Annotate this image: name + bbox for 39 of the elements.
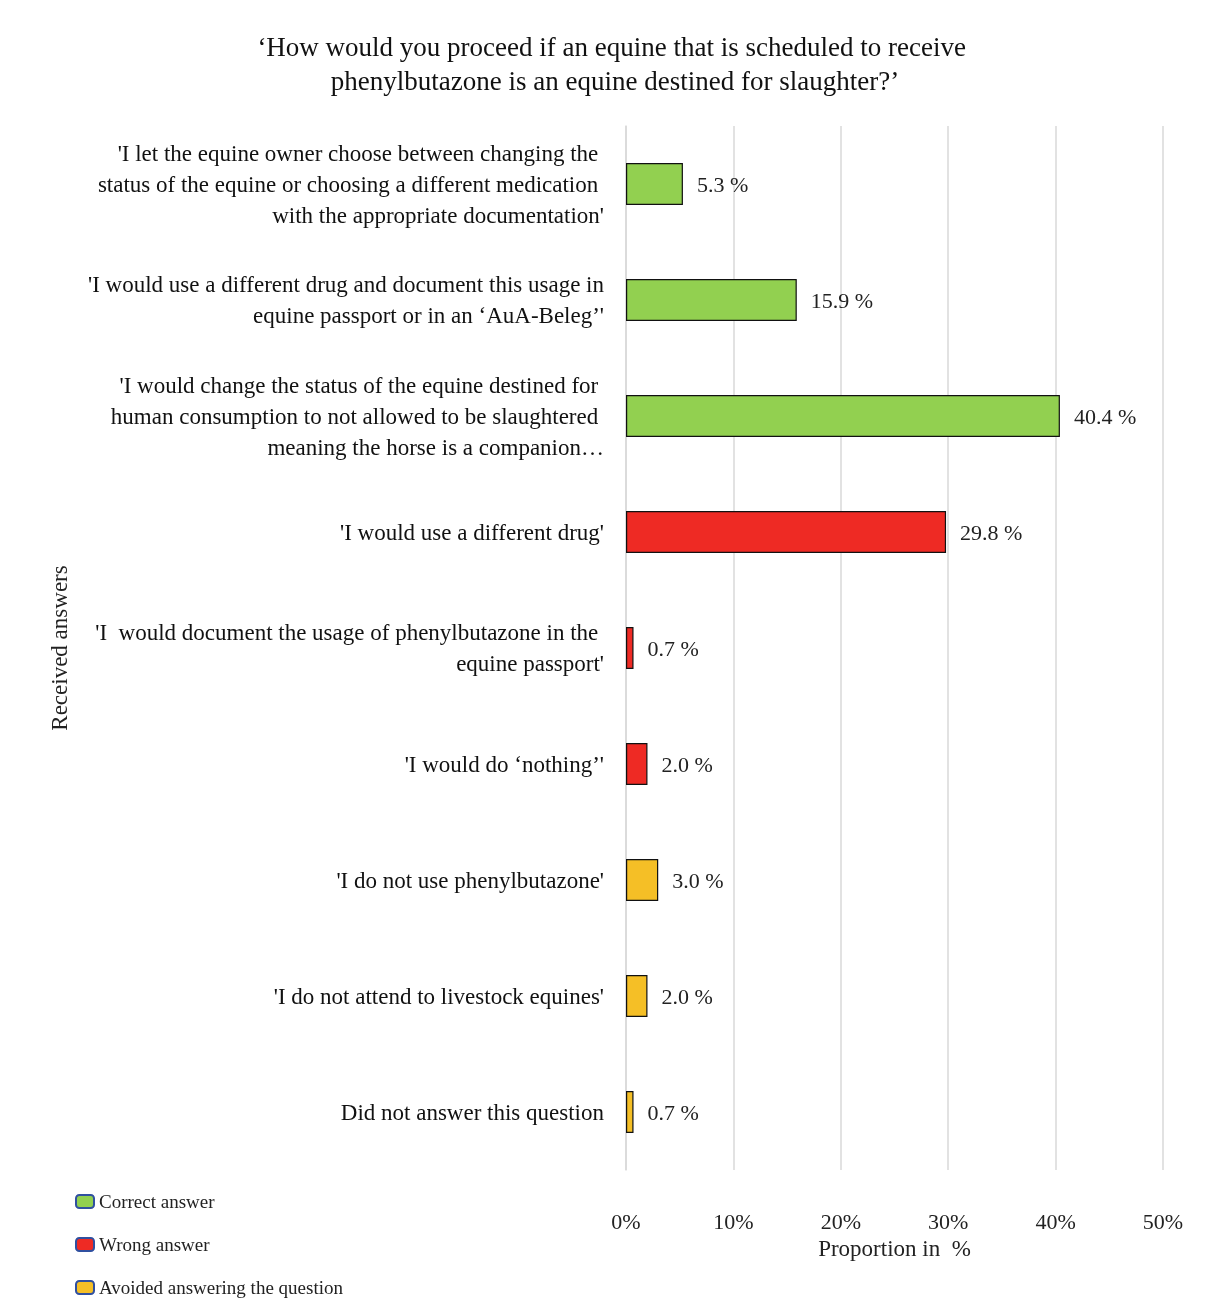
x-tick-label: 10% [713,1208,754,1234]
data-label: 40.4 % [1073,403,1137,429]
x-tick-label: 0% [611,1208,641,1234]
y-tick-label: 'I would do ‘nothing’' [404,751,604,777]
y-tick-label: 'I would document the usage of phenylbutazone in the equine passport' [95,620,604,676]
bar [626,1091,634,1133]
data-label: 3.0 % [672,867,724,893]
x-tick-label: 20% [820,1208,861,1234]
y-tick-label: Did not answer this question [340,1099,605,1125]
data-label: 0.7 % [647,1099,699,1125]
x-tick-label: 50% [1142,1208,1184,1234]
data-label: 29.8 % [960,519,1023,545]
bar [626,859,659,901]
data-label: 0.7 % [647,635,699,661]
y-tick-label: 'I let the equine owner choose between changing the status of the equine or choosing a different medication with the appropriate documentation' [97,140,604,228]
bar [626,743,648,785]
bar [626,511,947,553]
y-tick-label: 'I would use a different drug and document this usage in equine passport or in an ‘AuA-Beleg’' [88,272,605,328]
bar [626,163,683,205]
bar [626,975,648,1017]
y-tick-label: 'I would use a different drug' [340,519,604,545]
bar [626,395,1060,437]
data-label: 2.0 % [661,983,713,1009]
bar [626,279,797,321]
x-tick-label: 30% [928,1208,969,1234]
y-axis-title: Received answers [47,565,72,731]
legend-label: Avoided answering the question [99,1277,344,1298]
y-tick-label: 'I do not use phenylbutazone' [336,867,604,893]
y-tick-label: 'I do not attend to livestock equines' [273,983,604,1009]
legend-label: Wrong answer [99,1234,211,1255]
bar [626,627,634,669]
x-axis-title: Proportion in % [818,1235,971,1261]
data-label: 2.0 % [661,751,713,777]
chart-title: ‘How would you proceed if an equine that is scheduled to receive phenylbutazone is an equine destined for slaughter?’ [257,32,973,96]
x-tick-label: 40% [1035,1208,1076,1234]
y-tick-label: 'I would change the status of the equine destined for human consumption to not allowed to be slaughtered meaning the horse is a companion… [110,372,604,460]
data-label: 15.9 % [810,287,874,313]
legend-label: Correct answer [99,1191,216,1212]
data-label: 5.3 % [696,171,749,197]
